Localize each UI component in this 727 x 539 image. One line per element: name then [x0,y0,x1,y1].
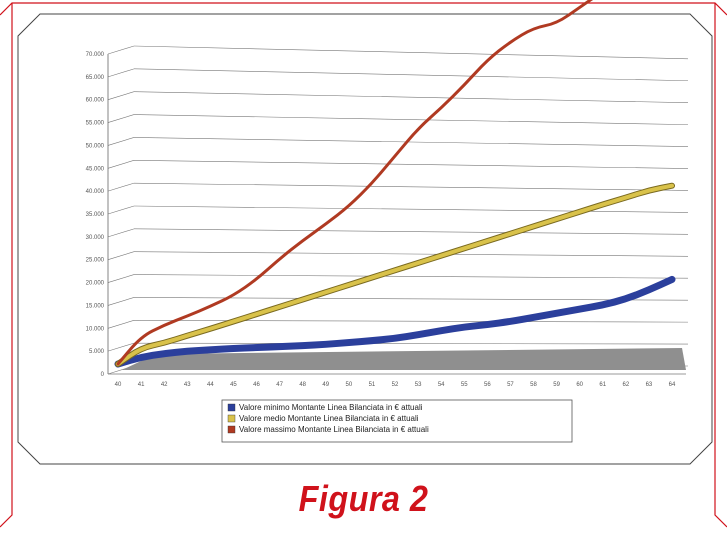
legend-swatch [227,403,236,412]
y-tick-label: 60.000 [86,98,105,104]
gridline [107,319,135,329]
legend: Valore minimo Montante Linea Bilanciata … [221,399,573,443]
x-tick-label: 64 [669,382,676,388]
y-tick-label: 45.000 [86,166,105,172]
gridline [107,68,135,78]
gridline [133,159,689,169]
x-tick-label: 61 [599,382,606,388]
y-tick-label: 40.000 [86,189,105,195]
y-tick-label: 50.000 [86,143,105,149]
gridline [133,297,689,301]
x-tick-label: 53 [415,382,422,388]
x-tick-label: 57 [507,382,514,388]
y-tick-label: 5.000 [89,349,105,355]
series-line [114,275,676,368]
legend-label: Valore medio Montante Linea Bilanciata i… [239,414,419,423]
x-tick-label: 42 [161,382,168,388]
x-tick-label: 41 [138,382,145,388]
gridline [107,45,135,55]
y-tick-label: 15.000 [86,303,105,309]
gridline [133,114,689,125]
gridline [133,228,689,235]
x-tick-label: 40 [115,382,122,388]
gridline [107,182,135,192]
gridline [107,91,135,101]
x-tick-label: 47 [276,382,283,388]
gridline [133,91,689,103]
y-tick-label: 70.000 [86,52,105,58]
y-tick-label: 25.000 [86,258,105,264]
x-tick-label: 51 [369,382,376,388]
frame-line [714,3,727,528]
y-tick-label: 20.000 [86,281,105,287]
gridlines [107,45,689,375]
x-tick-label: 45 [230,382,237,388]
gridline [107,114,135,123]
y-tick-label: 0 [101,372,105,378]
y-tick-label: 65.000 [86,75,105,81]
gridline [107,297,135,306]
figure-caption: Figura 2 [298,478,429,519]
legend-swatch [227,414,236,423]
y-tick-label: 55.000 [86,121,105,127]
x-tick-label: 46 [253,382,260,388]
legend-label: Valore massimo Montante Linea Bilanciata… [239,425,429,434]
floor-plane [122,348,686,370]
x-tick-label: 48 [299,382,306,388]
gridline [133,182,689,191]
gridline [133,274,689,279]
x-tick-label: 44 [207,382,214,388]
gridline [107,342,135,352]
x-tick-label: 62 [622,382,629,388]
gridline [107,137,135,146]
legend-swatch [227,425,236,434]
gridline [107,274,135,283]
x-tick-label: 59 [553,382,560,388]
x-tick-label: 50 [345,382,352,388]
gridline [107,251,135,261]
x-tick-label: 54 [438,382,445,388]
x-axis-ticks: 40 41 42 43 44 45 46 47 48 49 50 51 52 53 54 55 56 57 58 59… [115,382,676,388]
x-tick-label: 49 [322,382,329,388]
chart-floor [108,348,686,375]
gridline [107,205,135,215]
x-tick-label: 56 [484,382,491,388]
x-tick-label: 58 [530,382,537,388]
gridline [107,159,135,169]
gridline [133,205,689,213]
legend-box [221,399,573,443]
x-tick-label: 55 [461,382,468,388]
frame-line [0,2,727,16]
gridline [133,137,689,147]
gridline [133,251,689,257]
frame-line [0,3,13,528]
x-tick-label: 60 [576,382,583,388]
y-axis-ticks: 0 5.000 10.000 15.000 20.000 25.000 30.000 35.0… [86,52,105,378]
legend-label: Valore minimo Montante Linea Bilanciata … [239,403,423,412]
y-tick-label: 35.000 [86,212,105,218]
gridline [133,342,689,345]
x-tick-label: 52 [392,382,399,388]
gridline [133,319,689,323]
gridline [107,228,135,238]
y-tick-label: 10.000 [86,326,105,332]
x-tick-label: 63 [646,382,653,388]
y-tick-label: 30.000 [86,235,105,241]
gridline [133,45,689,60]
series-lines [114,0,676,368]
x-tick-label: 43 [184,382,191,388]
gridline [133,68,689,82]
